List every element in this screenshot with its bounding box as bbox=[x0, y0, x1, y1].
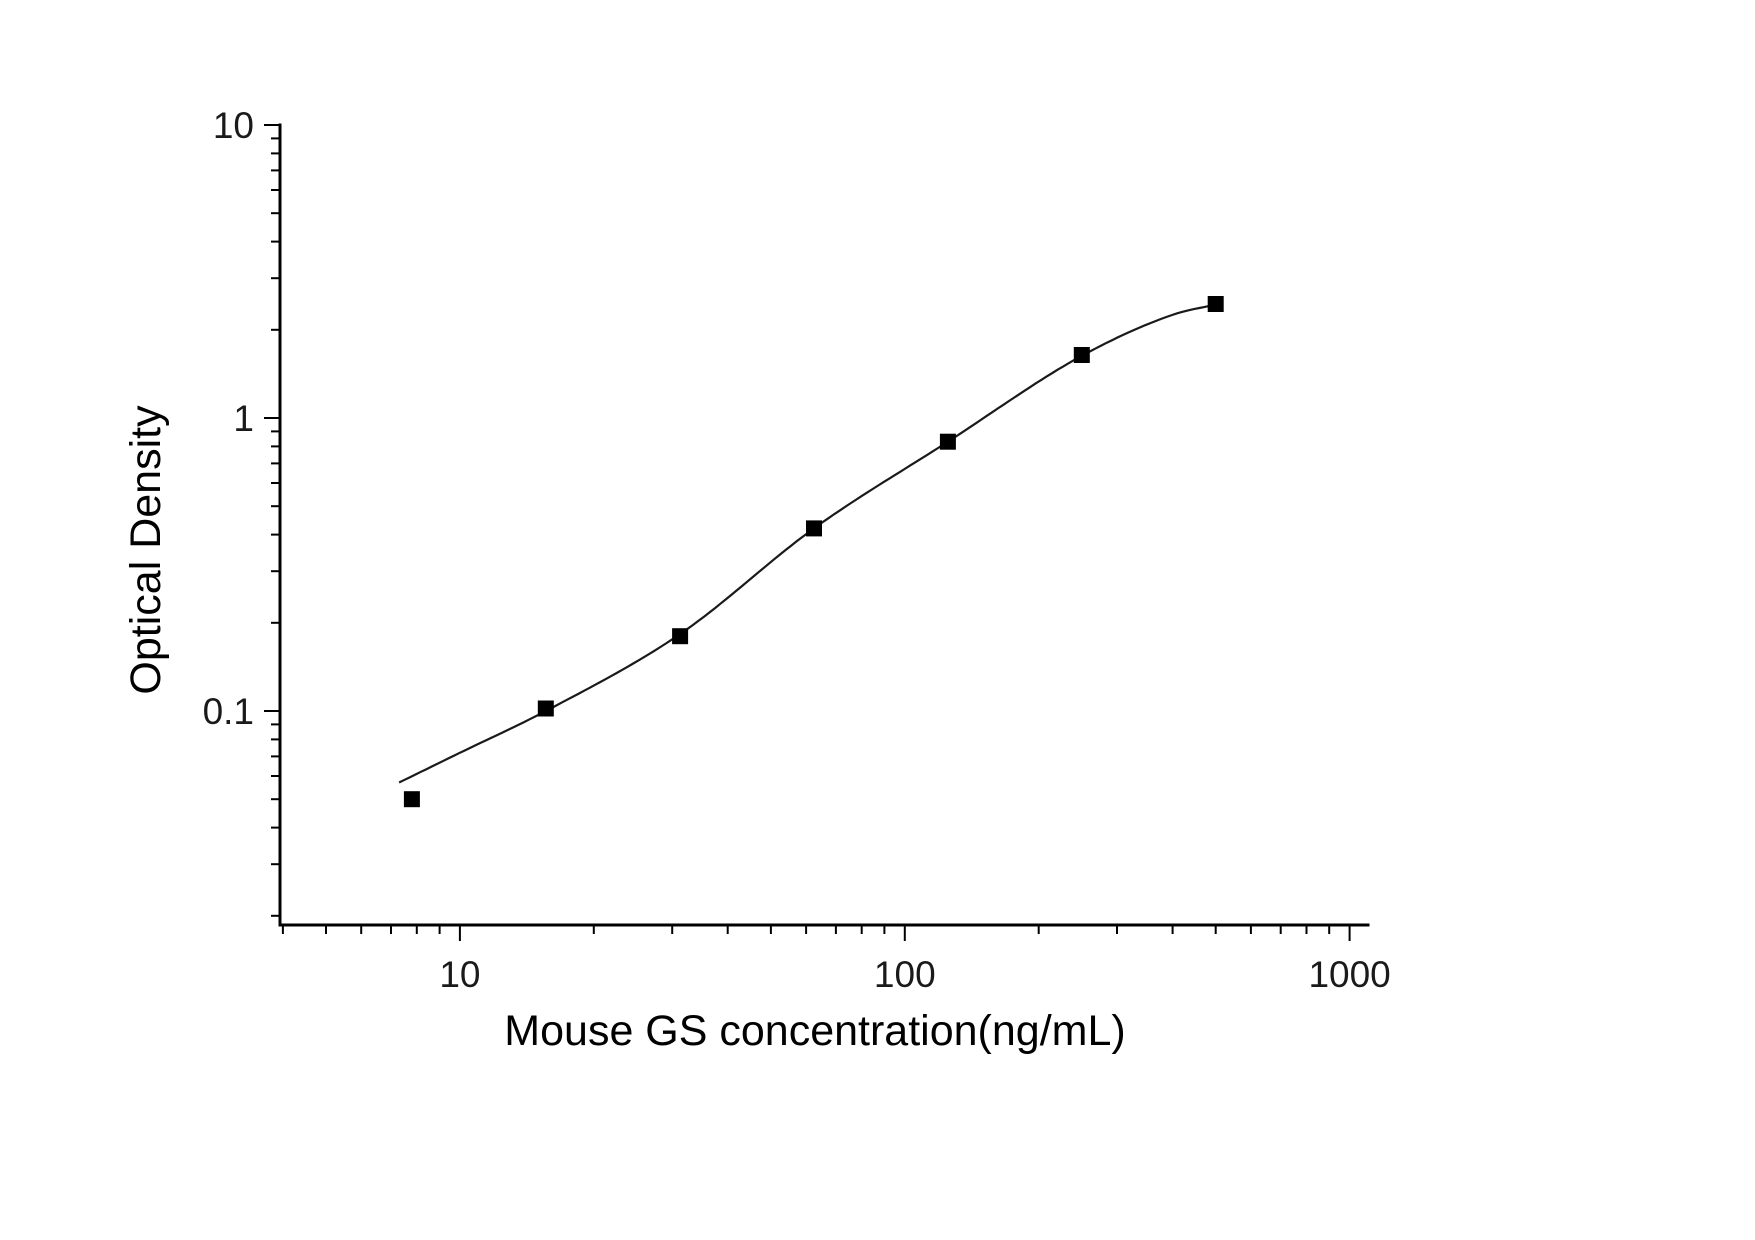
data-point bbox=[939, 433, 956, 450]
data-point bbox=[1207, 296, 1224, 312]
fit-curve bbox=[398, 303, 1216, 784]
x-tick-label: 100 bbox=[874, 954, 936, 995]
y-tick-label: 10 bbox=[213, 105, 254, 146]
x-tick-label: 1000 bbox=[1308, 954, 1390, 995]
data-point bbox=[1073, 347, 1090, 363]
data-point bbox=[672, 628, 689, 645]
x-axis-title: Mouse GS concentration(ng/mL) bbox=[504, 1007, 1125, 1055]
data-point bbox=[403, 791, 420, 808]
data-point bbox=[806, 520, 822, 537]
y-axis-title: Optical Density bbox=[122, 405, 170, 695]
plot-area: 10 100 1000 0.1 1 10 bbox=[203, 105, 1391, 995]
x-tick-label: 10 bbox=[439, 954, 480, 995]
data-point bbox=[537, 700, 554, 717]
y-tick-label: 1 bbox=[233, 398, 254, 439]
y-tick-label: 0.1 bbox=[203, 691, 254, 732]
